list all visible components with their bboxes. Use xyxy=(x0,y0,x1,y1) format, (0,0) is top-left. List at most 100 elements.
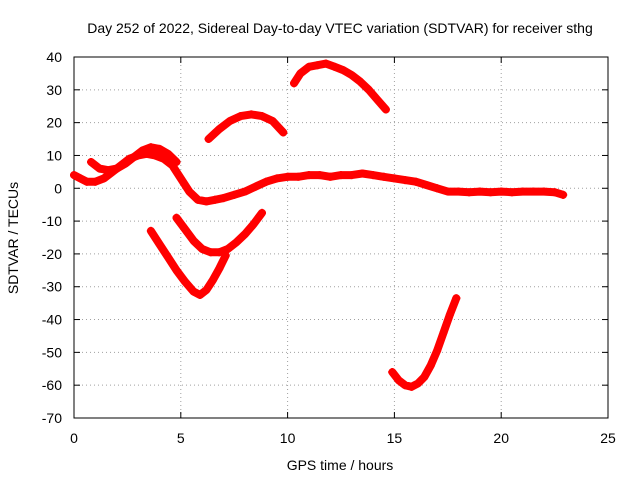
data-point xyxy=(172,158,181,167)
data-point xyxy=(70,171,78,180)
y-tick-label: -10 xyxy=(42,213,62,229)
y-tick-label: -20 xyxy=(42,246,62,262)
data-point xyxy=(518,187,527,196)
data-point xyxy=(475,187,484,196)
data-point xyxy=(433,184,442,193)
data-point xyxy=(76,174,85,183)
data-point xyxy=(104,166,113,175)
data-point xyxy=(232,238,241,247)
y-tick-label: 0 xyxy=(54,180,62,196)
data-point xyxy=(82,177,91,186)
data-point xyxy=(215,125,224,134)
data-point xyxy=(206,248,215,257)
data-point xyxy=(87,158,96,167)
data-point xyxy=(411,177,420,186)
data-point xyxy=(223,244,232,253)
y-tick-label: -40 xyxy=(42,312,62,328)
data-point xyxy=(347,171,356,180)
data-point xyxy=(283,172,292,181)
data-point xyxy=(339,66,348,75)
data-point xyxy=(189,287,198,296)
data-point xyxy=(401,381,410,390)
data-point xyxy=(390,174,399,183)
x-tick-label: 20 xyxy=(493,430,509,446)
data-point xyxy=(330,62,339,71)
data-point xyxy=(304,171,313,180)
x-tick-label: 0 xyxy=(70,430,78,446)
data-point xyxy=(257,208,266,217)
data-point xyxy=(369,171,378,180)
data-point xyxy=(272,174,281,183)
data-point xyxy=(290,79,299,88)
chart-title: Day 252 of 2022, Sidereal Day-to-day VTE… xyxy=(87,20,593,36)
data-point xyxy=(163,149,172,158)
data-point xyxy=(257,112,266,121)
data-point xyxy=(251,182,260,191)
data-point xyxy=(129,153,138,162)
data-point xyxy=(358,169,367,178)
data-point xyxy=(198,244,207,253)
data-point xyxy=(315,171,324,180)
data-point xyxy=(240,187,249,196)
series-arc-top xyxy=(290,59,390,114)
data-point xyxy=(146,143,155,152)
x-tick-label: 25 xyxy=(600,430,616,446)
data-point xyxy=(204,135,213,144)
x-axis-label: GPS time / hours xyxy=(287,457,394,473)
data-point xyxy=(202,197,211,206)
y-tick-label: 30 xyxy=(46,82,62,98)
data-point xyxy=(219,194,228,203)
data-point xyxy=(163,253,172,262)
x-tick-label: 10 xyxy=(280,430,296,446)
data-point xyxy=(215,264,224,273)
data-point xyxy=(112,164,121,173)
data-point xyxy=(138,146,147,155)
data-point xyxy=(172,213,181,222)
data-point xyxy=(249,220,258,229)
data-point xyxy=(95,164,104,173)
data-point xyxy=(379,172,388,181)
data-point xyxy=(247,110,256,119)
data-point xyxy=(296,69,305,78)
y-tick-label: 20 xyxy=(46,115,62,131)
data-point xyxy=(189,236,198,245)
data-point xyxy=(326,172,335,181)
data-point xyxy=(210,195,219,204)
series-arc-lower-1 xyxy=(172,208,266,257)
y-tick-label: 40 xyxy=(46,49,62,65)
series-arc-upper-2 xyxy=(204,110,288,144)
data-point xyxy=(422,180,431,189)
data-point xyxy=(529,187,538,196)
data-point xyxy=(347,71,356,80)
data-point xyxy=(388,368,397,377)
data-point xyxy=(155,144,164,153)
data-point xyxy=(507,188,516,197)
y-tick-label: -60 xyxy=(42,377,62,393)
data-point xyxy=(146,226,155,235)
data-point xyxy=(439,328,448,337)
data-point xyxy=(313,61,322,70)
data-point xyxy=(215,248,224,257)
data-point xyxy=(452,294,461,303)
data-point xyxy=(151,151,160,160)
data-point xyxy=(559,190,568,199)
axis-ticks: 0 5 10 15 20 25 -70 -60 -50 -40 -30 -20 -10 0 10 20 30 40 xyxy=(42,49,616,446)
data-point xyxy=(268,116,277,125)
data-point xyxy=(262,177,271,186)
data-point xyxy=(91,177,100,186)
data-point xyxy=(394,376,403,385)
data-point xyxy=(550,188,559,197)
series-arc-upper-1 xyxy=(87,143,181,175)
data-point xyxy=(193,195,202,204)
plot-frame xyxy=(73,56,609,419)
data-point xyxy=(433,346,442,355)
data-point xyxy=(486,188,495,197)
data-point xyxy=(279,128,288,137)
series-arc-lower-2 xyxy=(146,226,230,299)
data-point xyxy=(202,286,211,295)
x-tick-label: 5 xyxy=(177,430,185,446)
series-layer xyxy=(70,59,568,391)
data-point xyxy=(225,116,234,125)
